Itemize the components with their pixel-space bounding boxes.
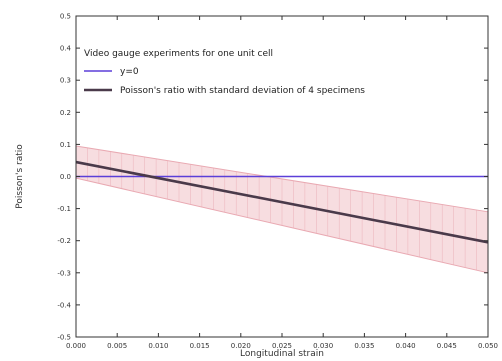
x-tick-label: 0.020 bbox=[231, 342, 251, 350]
series-lines bbox=[75, 160, 489, 244]
x-tick-label: 0.025 bbox=[272, 342, 292, 350]
x-tick-label: 0.005 bbox=[107, 342, 127, 350]
band-lower-edge bbox=[75, 177, 489, 274]
legend-label-y0: y=0 bbox=[120, 67, 139, 77]
x-tick-label: 0.000 bbox=[66, 342, 86, 350]
series-line-poisson bbox=[75, 160, 489, 244]
y-tick-label: 0.3 bbox=[60, 77, 71, 85]
x-tick-label: 0.010 bbox=[148, 342, 168, 350]
y-tick-label: 0.1 bbox=[60, 141, 71, 149]
y-tick-label: -0.5 bbox=[57, 334, 71, 342]
y-tick-label: 0.2 bbox=[60, 109, 71, 117]
y-tick-label: -0.2 bbox=[57, 237, 71, 245]
x-axis-label: Longitudinal strain bbox=[240, 349, 324, 359]
legend: Video gauge experiments for one unit cel… bbox=[84, 49, 365, 96]
x-tick-label: 0.040 bbox=[396, 342, 416, 350]
legend-label-poisson: Poisson's ratio with standard deviation … bbox=[120, 86, 365, 96]
legend-title: Video gauge experiments for one unit cel… bbox=[84, 49, 273, 59]
x-tick-label: 0.035 bbox=[354, 342, 374, 350]
band-upper-edge bbox=[75, 145, 489, 213]
x-tick-label: 0.050 bbox=[478, 342, 498, 350]
y-tick-label: 0.0 bbox=[60, 173, 71, 181]
y-axis-label: Poisson's ratio bbox=[15, 144, 25, 209]
y-tick-label: 0.5 bbox=[60, 13, 71, 21]
y-tick-label: -0.4 bbox=[57, 301, 71, 309]
x-tick-label: 0.045 bbox=[437, 342, 457, 350]
x-tick-label: 0.030 bbox=[313, 342, 333, 350]
x-tick-label: 0.015 bbox=[190, 342, 210, 350]
y-tick-label: 0.4 bbox=[60, 45, 72, 53]
axes bbox=[75, 15, 489, 338]
std-deviation-band bbox=[75, 145, 489, 274]
y-tick-label: -0.3 bbox=[57, 269, 71, 277]
y-tick-label: -0.1 bbox=[57, 205, 71, 213]
tick-labels: 0.000 0.005 0.010 0.015 0.020 0.025 0.030 0.035… bbox=[57, 13, 498, 351]
